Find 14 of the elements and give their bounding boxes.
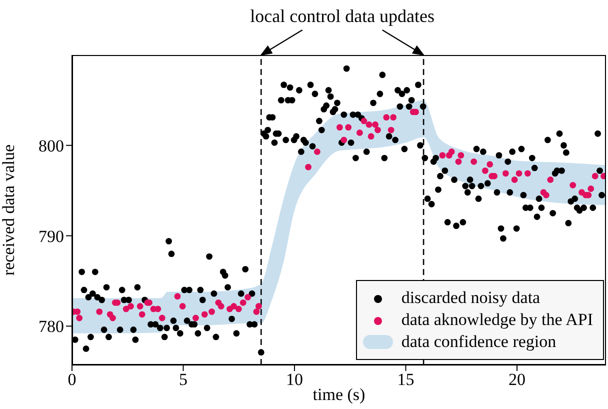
x-tick-label: 0	[68, 370, 76, 390]
legend-label: discarded noisy data	[401, 287, 540, 309]
x-tick-label: 5	[179, 370, 188, 390]
x-tick-label: 20	[508, 370, 526, 390]
y-tick-label: 790	[38, 226, 64, 246]
y-tick-label: 780	[38, 317, 64, 336]
x-axis-title: time (s)	[312, 385, 366, 404]
y-axis-title: received data value	[0, 144, 18, 276]
legend-label: data aknowledge by the API	[401, 309, 593, 331]
y-tick-label: 800	[38, 136, 64, 156]
legend-label: data confidence region	[401, 331, 556, 353]
x-tick-label: 10	[286, 370, 303, 390]
x-tick-label: 15	[397, 370, 414, 390]
text: local control data updates	[249, 6, 436, 27]
